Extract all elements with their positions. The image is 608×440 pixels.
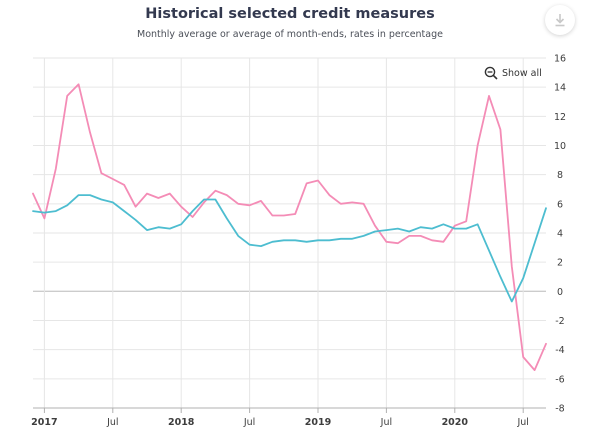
chart-subtitle: Monthly average or average of month-ends… — [137, 29, 443, 40]
y-tick-label: 2 — [557, 258, 563, 269]
y-tick-label: -6 — [555, 374, 564, 385]
x-tick-label: 2018 — [168, 417, 195, 428]
grid-layer — [33, 57, 546, 409]
series-line-2 — [32, 194, 547, 303]
y-tick-label: -4 — [555, 345, 564, 356]
y-tick-label: 14 — [554, 83, 566, 94]
x-axis: 2017 Jul 2018 Jul 2019 Jul 2020 Jul — [31, 407, 546, 428]
download-icon — [555, 14, 565, 27]
chart-title: Historical selected credit measures — [145, 6, 435, 22]
x-tick-label: 2019 — [305, 417, 331, 428]
x-tick-label: Jul — [516, 417, 528, 428]
y-axis: -8 -6 -4 -2 0 2 4 6 8 10 12 14 16 — [554, 54, 566, 415]
series-layer — [32, 83, 547, 372]
x-tick-label: 2020 — [442, 417, 469, 428]
y-tick-label: 4 — [557, 229, 563, 240]
show-all-button[interactable]: Show all — [484, 64, 542, 82]
x-tick-label: 2017 — [31, 417, 57, 428]
download-button[interactable] — [545, 5, 575, 35]
y-tick-label: 8 — [557, 170, 563, 181]
x-tick-label: Jul — [106, 417, 118, 428]
x-tick-label: Jul — [243, 417, 255, 428]
y-tick-label: 12 — [554, 112, 566, 123]
y-tick-label: -2 — [555, 316, 564, 327]
y-tick-label: 6 — [557, 199, 563, 210]
y-tick-label: 10 — [554, 141, 566, 152]
x-tick-label: Jul — [380, 417, 392, 428]
show-all-label: Show all — [502, 67, 542, 79]
y-tick-label: -8 — [555, 404, 564, 415]
y-tick-label: 0 — [557, 287, 563, 298]
series-line-1 — [32, 83, 547, 372]
zoom-out-icon — [484, 66, 498, 80]
y-tick-label: 16 — [554, 54, 566, 65]
